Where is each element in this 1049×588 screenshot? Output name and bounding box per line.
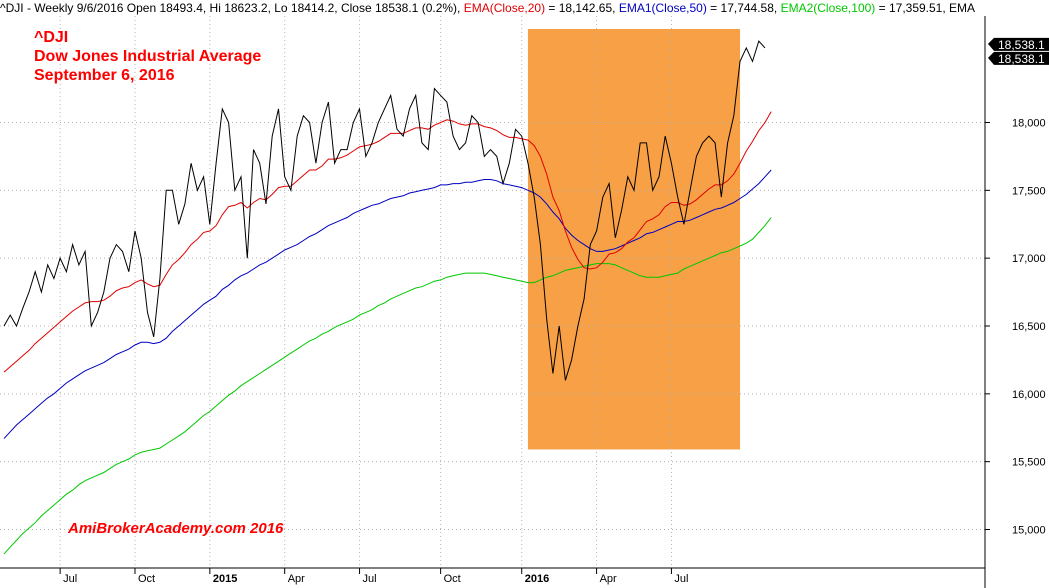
chart-title-name: Dow Jones Industrial Average xyxy=(34,48,261,65)
x-tick-label: Jul xyxy=(63,573,77,585)
ema100-legend-value: = 17,359.51, EMA xyxy=(875,1,976,15)
x-tick-label: Oct xyxy=(444,573,461,585)
symbol-info: ^DJI - Weekly 9/6/2016 Open 18493.4, Hi … xyxy=(0,1,458,15)
ema50-legend-label: EMA1(Close,50) xyxy=(618,1,707,15)
y-tick-label: 16,000 xyxy=(1012,389,1046,401)
watermark: AmiBrokerAcademy.com 2016 xyxy=(67,520,284,537)
chart-title-symbol: ^DJI xyxy=(34,29,68,46)
last-price-label: 18,538.1 xyxy=(998,38,1045,52)
ema20-legend-value: = 18,142.65, xyxy=(545,1,619,15)
y-tick-label: 18,000 xyxy=(1012,118,1046,130)
last-price-label: 18,538.1 xyxy=(998,52,1045,66)
close-price-line xyxy=(3,40,766,381)
x-tick-label: Jul xyxy=(363,573,377,585)
ema100-line xyxy=(3,217,772,555)
y-tick-label: 15,000 xyxy=(1012,525,1046,537)
last-price-label-bg xyxy=(988,37,1049,51)
x-tick-label: Apr xyxy=(600,573,617,585)
chart-title-date: September 6, 2016 xyxy=(34,67,175,84)
y-tick-label: 16,500 xyxy=(1012,321,1046,333)
x-tick-label: Oct xyxy=(138,573,155,585)
chart-header: ^DJI - Weekly 9/6/2016 Open 18493.4, Hi … xyxy=(0,1,976,15)
x-tick-label: 2015 xyxy=(213,573,237,585)
y-tick-label: 15,500 xyxy=(1012,457,1046,469)
x-tick-label: Jul xyxy=(674,573,688,585)
ema50-line xyxy=(3,169,772,439)
x-tick-label: Apr xyxy=(288,573,305,585)
ema20-line xyxy=(3,111,772,373)
x-tick-label: 2016 xyxy=(525,573,549,585)
last-price-label-bg xyxy=(988,51,1049,65)
y-tick-label: 17,500 xyxy=(1012,185,1046,197)
ema100-legend-label: EMA2(Close,100) xyxy=(780,1,876,15)
ema50-legend-value: = 17,744.58, xyxy=(706,1,781,15)
highlight-region xyxy=(527,29,741,450)
ema20-legend-label: EMA(Close,20) xyxy=(463,1,546,15)
y-tick-label: 17,000 xyxy=(1012,253,1046,265)
